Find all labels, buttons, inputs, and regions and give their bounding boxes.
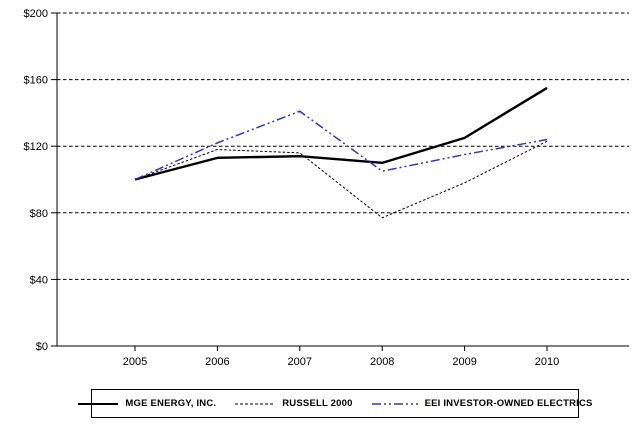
legend-item-eei-electrics: EEI INVESTOR-OWNED ELECTRICS — [371, 398, 593, 409]
legend-label-mge-energy: MGE ENERGY, INC. — [125, 398, 217, 409]
series-line-russell-2000 — [134, 140, 548, 219]
x-tick-label: 2008 — [370, 356, 394, 368]
x-tick-label: 2005 — [123, 356, 147, 368]
x-tick-label: 2006 — [205, 356, 229, 368]
y-tick-label: $0 — [36, 341, 48, 353]
series-line-eei-investor-owned-electrics — [134, 110, 548, 181]
y-tick-label: $120 — [24, 141, 48, 153]
series-line-mge-energy-inc — [134, 86, 548, 181]
dash-dot-line-sample-icon — [371, 402, 418, 405]
y-tick-label: $40 — [30, 274, 48, 286]
solid-line-sample-icon — [78, 402, 119, 405]
legend-label-eei-electrics: EEI INVESTOR-OWNED ELECTRICS — [424, 398, 593, 409]
legend-label-russell-2000: RUSSELL 2000 — [282, 398, 353, 409]
legend-item-russell-2000: RUSSELL 2000 — [234, 398, 352, 409]
x-tick-label: 2007 — [288, 356, 312, 368]
legend-item-mge-energy: MGE ENERGY, INC. — [77, 398, 216, 409]
y-tick-label: $80 — [30, 208, 48, 220]
chart-legend: MGE ENERGY, INC. RUSSELL 2000 EEI INVEST… — [78, 389, 592, 418]
x-tick-label: 2010 — [535, 356, 559, 368]
x-tick-label: 2009 — [452, 356, 476, 368]
dotted-line-sample-icon — [235, 403, 276, 404]
y-tick-label: $200 — [24, 8, 48, 20]
y-tick-label: $160 — [24, 75, 48, 87]
performance-chart-plot: $0 $40 $80 $120 $160 $200 2005 2006 2007 2008 2009… — [24, 8, 629, 368]
